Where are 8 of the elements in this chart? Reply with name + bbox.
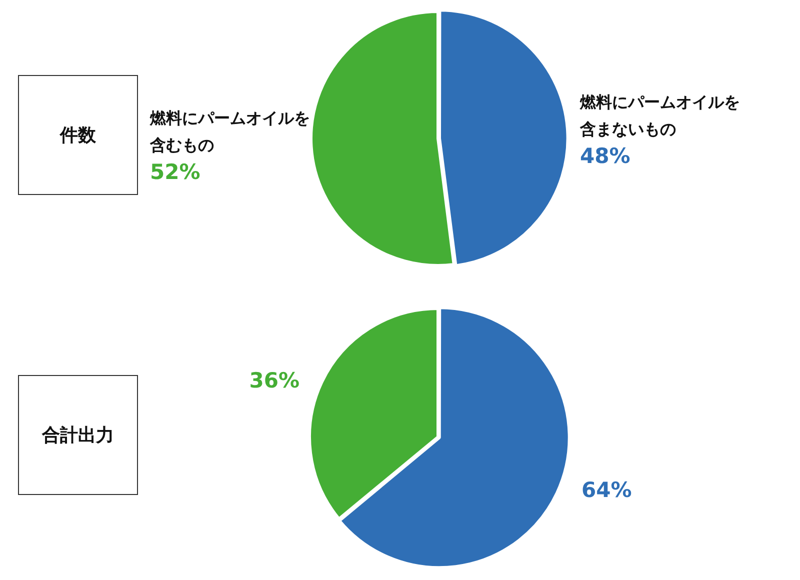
data-label: 52% [150,160,200,184]
slice-label: 燃料にパームオイルを含まないもの [579,92,740,139]
data-label: 64% [582,478,632,502]
data-label: 48% [580,144,630,168]
slice-label: 燃料にパームオイルを含むもの [149,108,310,155]
data-label: 36% [249,368,300,393]
text: 件数 [18,75,138,195]
text: 合計出力 [18,375,138,495]
